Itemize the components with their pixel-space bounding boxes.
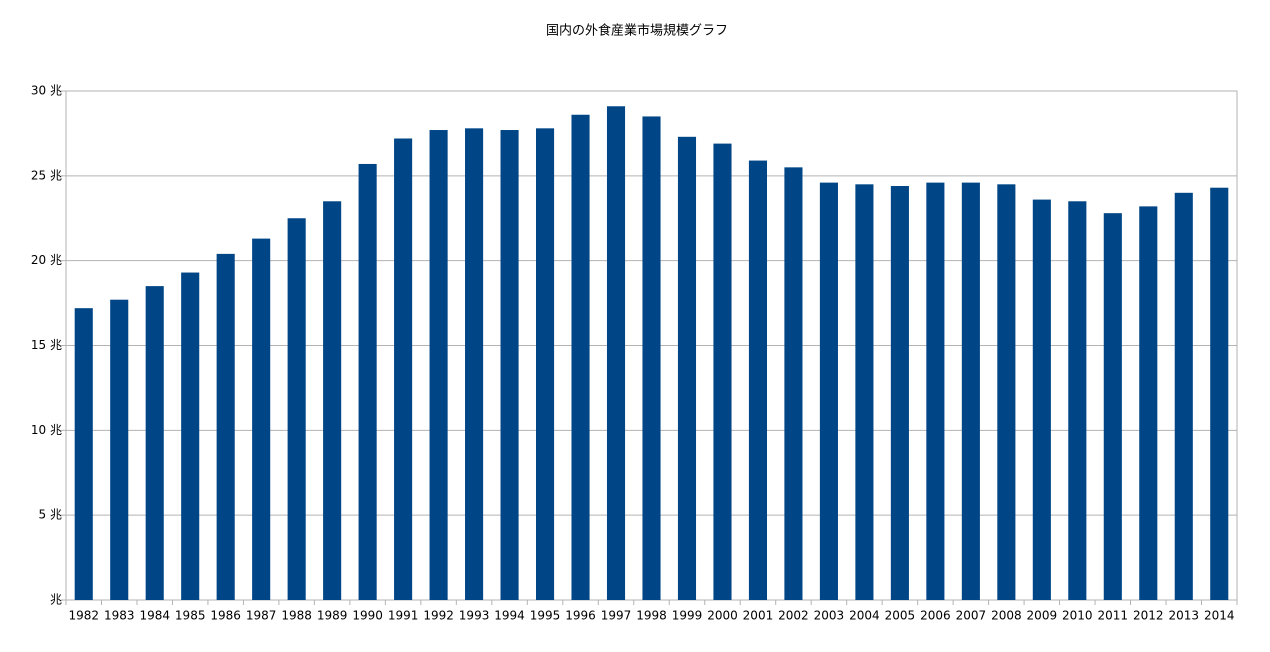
bar (642, 116, 661, 600)
bar (1032, 199, 1051, 600)
y-tick-label: 20 兆 (31, 253, 62, 267)
bar (394, 138, 413, 601)
x-tick-label: 1998 (636, 609, 667, 623)
bar (429, 130, 448, 601)
y-tick-label: 30 兆 (31, 84, 62, 98)
x-tick-label: 2014 (1204, 609, 1235, 623)
bar (890, 186, 909, 600)
x-tick-label: 2000 (707, 609, 738, 623)
x-tick-label: 1984 (139, 609, 170, 623)
x-tick-label: 1988 (281, 609, 312, 623)
x-tick-label: 1986 (210, 609, 241, 623)
y-tick-label: 25 兆 (31, 168, 62, 182)
x-tick-label: 2008 (991, 609, 1022, 623)
bar (819, 182, 838, 600)
bar (1139, 206, 1158, 600)
bar (926, 182, 945, 600)
x-tick-label: 1995 (530, 609, 561, 623)
x-tick-label: 2010 (1062, 609, 1093, 623)
x-tick-label: 1983 (104, 609, 135, 623)
bar (677, 136, 697, 600)
bar (997, 184, 1016, 601)
x-tick-label: 1990 (352, 609, 383, 623)
bar (145, 286, 164, 600)
bar (1174, 192, 1193, 601)
x-tick-label: 1985 (175, 609, 206, 623)
bar (535, 128, 555, 600)
x-tick-label: 1994 (494, 609, 525, 623)
x-tick-label: 1989 (317, 609, 348, 623)
bar (571, 114, 590, 601)
bar (500, 130, 519, 601)
bar (252, 238, 271, 601)
x-tick-label: 2002 (778, 609, 809, 623)
x-tick-label: 1996 (565, 609, 596, 623)
bar (323, 201, 342, 601)
bar (606, 106, 626, 601)
bar (287, 218, 306, 600)
x-tick-label: 2004 (849, 609, 880, 623)
x-tick-label: 2003 (814, 609, 845, 623)
bar (713, 143, 732, 600)
x-tick-label: 1987 (246, 609, 277, 623)
bar (961, 182, 980, 600)
bar (748, 160, 768, 600)
bar (110, 299, 129, 600)
x-tick-label: 1992 (423, 609, 454, 623)
x-tick-label: 2013 (1168, 609, 1199, 623)
x-tick-label: 2001 (743, 609, 774, 623)
x-tick-label: 1997 (601, 609, 632, 623)
x-tick-label: 2009 (1027, 609, 1058, 623)
x-tick-label: 1991 (388, 609, 419, 623)
chart-title: 国内の外食産業市場規模グラフ (546, 23, 728, 39)
bar (216, 253, 235, 600)
bar (465, 128, 484, 600)
y-tick-label: 兆 (50, 593, 62, 607)
bar (1068, 201, 1087, 601)
bar (181, 272, 200, 600)
x-tick-label: 2011 (1098, 609, 1129, 623)
x-tick-label: 1982 (68, 609, 99, 623)
y-tick-label: 10 兆 (31, 423, 62, 437)
x-tick-label: 1993 (459, 609, 490, 623)
y-tick-label: 15 兆 (31, 338, 62, 352)
x-tick-label: 2007 (956, 609, 987, 623)
y-tick-label: 5 兆 (39, 508, 62, 522)
x-tick-label: 2006 (920, 609, 951, 623)
bar (855, 184, 874, 601)
bar (1210, 187, 1229, 600)
bar (1103, 213, 1122, 600)
x-tick-label: 1999 (672, 609, 703, 623)
bar (784, 167, 803, 600)
bar (358, 163, 377, 600)
x-tick-label: 2012 (1133, 609, 1164, 623)
x-tick-label: 2005 (885, 609, 916, 623)
bar (74, 308, 93, 600)
